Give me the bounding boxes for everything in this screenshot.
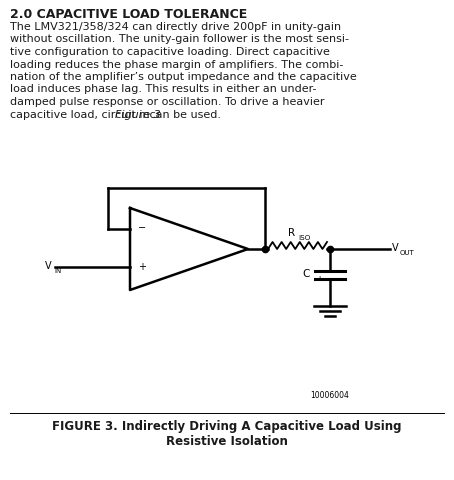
Text: R: R <box>288 228 296 238</box>
Text: loading reduces the phase margin of amplifiers. The combi-: loading reduces the phase margin of ampl… <box>10 60 343 70</box>
Text: 10006004: 10006004 <box>310 391 349 399</box>
Text: nation of the amplifier’s output impedance and the capacitive: nation of the amplifier’s output impedan… <box>10 72 357 82</box>
Text: load induces phase lag. This results in either an under-: load induces phase lag. This results in … <box>10 84 316 95</box>
Text: −: − <box>138 224 146 233</box>
Text: 2.0 CAPACITIVE LOAD TOLERANCE: 2.0 CAPACITIVE LOAD TOLERANCE <box>10 8 247 21</box>
Text: damped pulse response or oscillation. To drive a heavier: damped pulse response or oscillation. To… <box>10 97 325 107</box>
Text: OUT: OUT <box>400 250 415 256</box>
Text: ISO: ISO <box>298 235 311 241</box>
Text: The LMV321/358/324 can directly drive 200pF in unity-gain: The LMV321/358/324 can directly drive 20… <box>10 22 341 32</box>
Text: can be used.: can be used. <box>146 109 221 120</box>
Text: FIGURE 3. Indirectly Driving A Capacitive Load Using: FIGURE 3. Indirectly Driving A Capacitiv… <box>52 420 402 433</box>
Text: Resistive Isolation: Resistive Isolation <box>166 435 288 448</box>
Text: V: V <box>45 261 52 271</box>
Text: C: C <box>303 269 310 279</box>
Text: capacitive load, circuit in: capacitive load, circuit in <box>10 109 153 120</box>
Text: V: V <box>392 243 399 253</box>
Text: IN: IN <box>54 268 61 274</box>
Text: Figure 3: Figure 3 <box>115 109 161 120</box>
Text: +: + <box>138 262 146 272</box>
Text: without oscillation. The unity-gain follower is the most sensi-: without oscillation. The unity-gain foll… <box>10 35 349 45</box>
Text: L: L <box>318 276 322 282</box>
Text: tive configuration to capacitive loading. Direct capacitive: tive configuration to capacitive loading… <box>10 47 330 57</box>
